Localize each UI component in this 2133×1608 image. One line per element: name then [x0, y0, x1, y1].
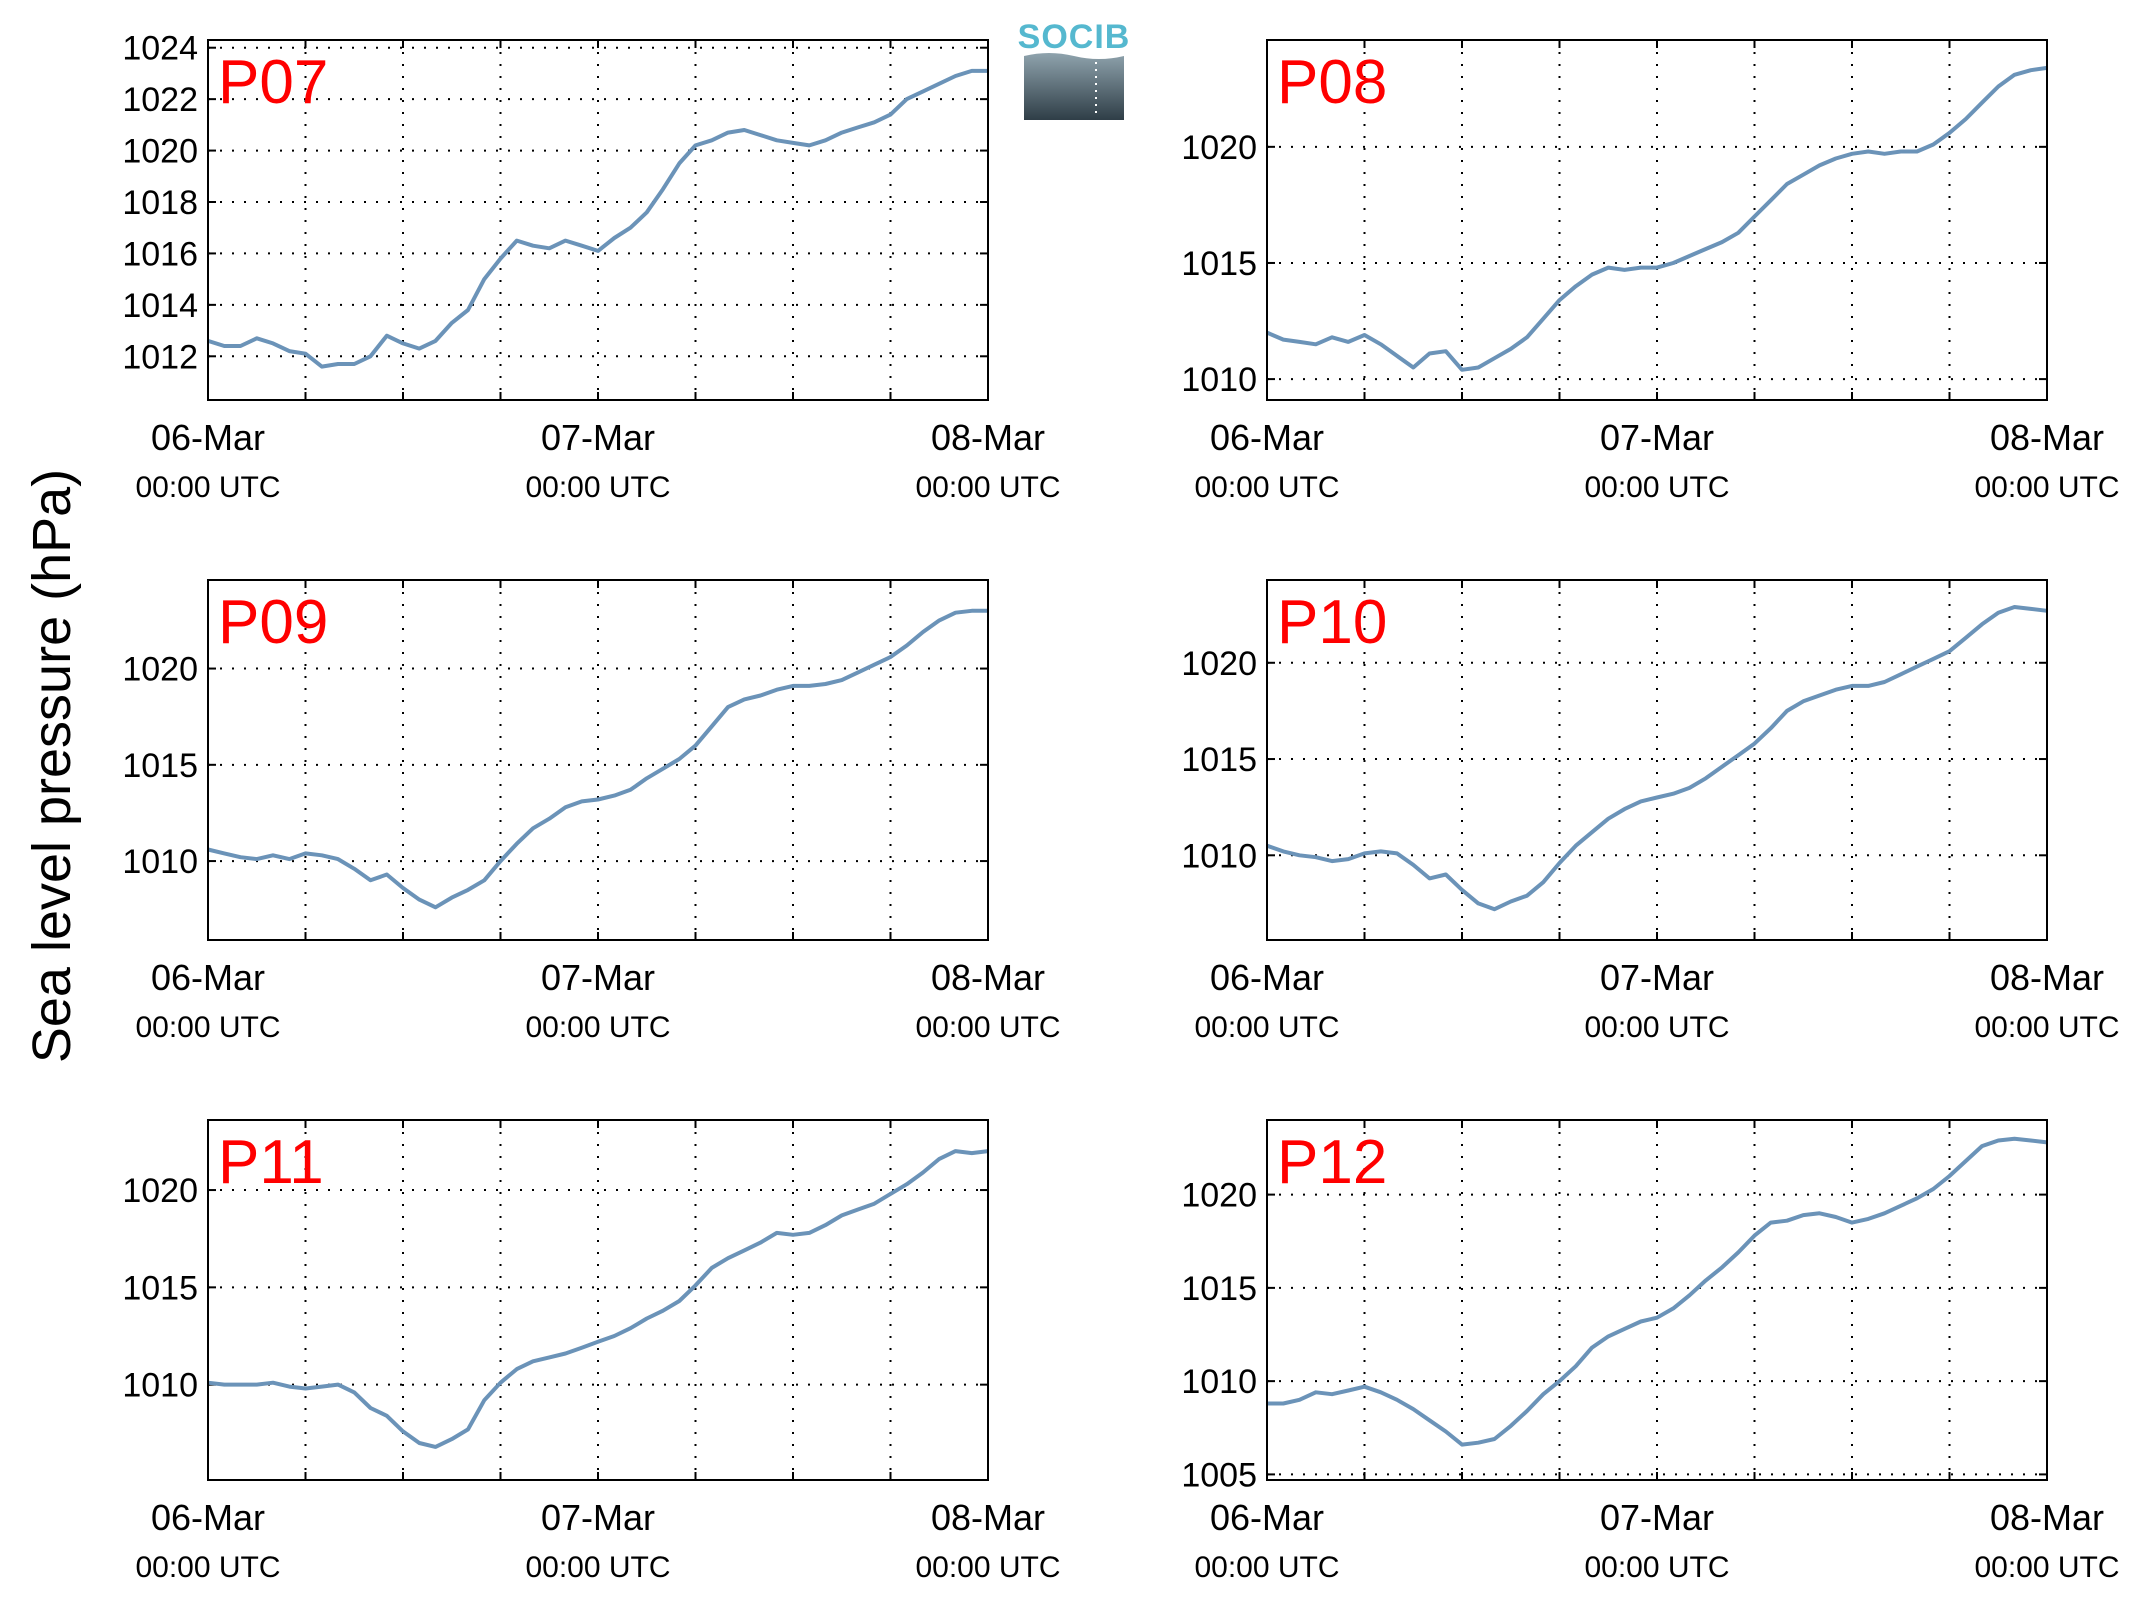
x-tick-label-time: 00:00 UTC [525, 471, 670, 504]
x-tick-label-date: 06-Mar [1210, 417, 1324, 458]
y-tick-label: 1020 [1181, 645, 1257, 683]
x-tick-label-date: 06-Mar [151, 1497, 265, 1538]
logo-text: SOCIB [1018, 18, 1131, 56]
x-tick-label-date: 08-Mar [1990, 417, 2104, 458]
series-line [1267, 1136, 2048, 1447]
y-tick-label: 1020 [122, 1172, 198, 1210]
socib-logo: SOCIB [1018, 18, 1131, 120]
panels: 1012 1014 1016 1018 1020 1022 1024 06-Mar 00:00 … [122, 30, 2119, 1584]
y-tick-label: 1018 [122, 184, 198, 222]
x-tick-label-time: 00:00 UTC [135, 1011, 280, 1044]
x-tick-label-date: 07-Mar [541, 417, 655, 458]
y-tick-label: 1014 [122, 287, 198, 325]
series-line [207, 1149, 989, 1449]
panel-p09: 1010 1015 1020 06-Mar 00:00 UTC 07-Mar 00:00 U… [122, 579, 1061, 1044]
x-tick-label-date: 08-Mar [1990, 1497, 2104, 1538]
series-line [207, 68, 988, 369]
panel-label: P10 [1277, 588, 1387, 657]
x-tick-label-date: 06-Mar [1210, 957, 1324, 998]
x-tick-label-date: 07-Mar [541, 957, 655, 998]
x-tick-label-time: 00:00 UTC [525, 1551, 670, 1584]
axes-frame [1266, 39, 2048, 401]
x-tick-label-date: 07-Mar [1600, 417, 1714, 458]
x-tick-label-time: 00:00 UTC [915, 1011, 1060, 1044]
series-line [207, 608, 988, 910]
x-tick-label-time: 00:00 UTC [915, 471, 1060, 504]
panel-p08: 1010 1015 1020 06-Mar 00:00 UTC 07-Mar 00:00 U… [1181, 39, 2120, 504]
series-line [1266, 605, 2048, 912]
y-tick-label: 1010 [122, 1367, 198, 1405]
logo-wave-shape [1024, 53, 1124, 120]
y-tick-label: 1015 [1181, 245, 1257, 283]
x-tick-label-date: 08-Mar [931, 957, 1045, 998]
x-tick-label-time: 00:00 UTC [525, 1011, 670, 1044]
y-tick-label: 1020 [122, 651, 198, 689]
x-tick-label-time: 00:00 UTC [1974, 1551, 2119, 1584]
y-tick-label: 1010 [1181, 1363, 1257, 1401]
y-tick-label: 1015 [122, 747, 198, 785]
x-tick-label-time: 00:00 UTC [1194, 1011, 1339, 1044]
x-tick-label-date: 07-Mar [541, 1497, 655, 1538]
x-tick-label-time: 00:00 UTC [135, 471, 280, 504]
panel-label: P08 [1277, 48, 1387, 117]
y-tick-label: 1016 [122, 235, 198, 273]
y-axis-label: Sea level pressure (hPa) [22, 469, 82, 1063]
y-tick-label: 1005 [1181, 1456, 1257, 1494]
x-tick-label-date: 07-Mar [1600, 1497, 1714, 1538]
y-tick-label: 1010 [1181, 361, 1257, 399]
x-tick-label-date: 07-Mar [1600, 957, 1714, 998]
x-tick-label-time: 00:00 UTC [915, 1551, 1060, 1584]
x-tick-label-date: 08-Mar [931, 1497, 1045, 1538]
panel-p07: 1012 1014 1016 1018 1020 1022 1024 06-Mar 00:00 … [122, 30, 1060, 504]
axes-frame [1266, 579, 2048, 941]
x-tick-label-date: 08-Mar [1990, 957, 2104, 998]
x-tick-label-time: 00:00 UTC [135, 1551, 280, 1584]
x-tick-label-date: 06-Mar [151, 417, 265, 458]
y-tick-label: 1022 [122, 81, 198, 119]
panel-p12: 1005 1010 1015 1020 06-Mar 00:00 UTC 07-Mar 00:… [1181, 1119, 2120, 1584]
x-tick-label-time: 00:00 UTC [1194, 471, 1339, 504]
panel-p11: 1010 1015 1020 06-Mar 00:00 UTC 07-Mar 00:00 U… [122, 1119, 1061, 1584]
x-tick-label-time: 00:00 UTC [1584, 1551, 1729, 1584]
y-tick-label: 1015 [122, 1269, 198, 1307]
y-tick-label: 1015 [1181, 1270, 1257, 1308]
panel-label: P09 [218, 588, 328, 657]
y-tick-label: 1024 [122, 30, 198, 68]
panel-p10: 1010 1015 1020 06-Mar 00:00 UTC 07-Mar 00:00 U… [1181, 579, 2120, 1044]
x-tick-label-time: 00:00 UTC [1974, 471, 2119, 504]
axes-frame [207, 579, 989, 941]
y-tick-label: 1012 [122, 338, 198, 376]
axes-frame [207, 39, 989, 401]
x-tick-label-date: 08-Mar [931, 417, 1045, 458]
y-tick-label: 1020 [1181, 129, 1257, 167]
x-tick-label-time: 00:00 UTC [1194, 1551, 1339, 1584]
x-tick-label-time: 00:00 UTC [1974, 1011, 2119, 1044]
panel-label: P11 [218, 1128, 324, 1197]
y-tick-label: 1015 [1181, 741, 1257, 779]
panel-label: P07 [218, 48, 328, 117]
x-tick-label-time: 00:00 UTC [1584, 1011, 1729, 1044]
axes-frame [207, 1119, 989, 1481]
x-tick-label-time: 00:00 UTC [1584, 471, 1729, 504]
y-tick-label: 1010 [1181, 837, 1257, 875]
panel-label: P12 [1277, 1128, 1387, 1197]
y-tick-label: 1020 [1181, 1177, 1257, 1215]
x-tick-label-date: 06-Mar [1210, 1497, 1324, 1538]
y-tick-label: 1020 [122, 133, 198, 171]
x-tick-label-date: 06-Mar [151, 957, 265, 998]
series-line [1266, 65, 2048, 372]
axes-frame [1266, 1119, 2048, 1481]
y-tick-label: 1010 [122, 843, 198, 881]
